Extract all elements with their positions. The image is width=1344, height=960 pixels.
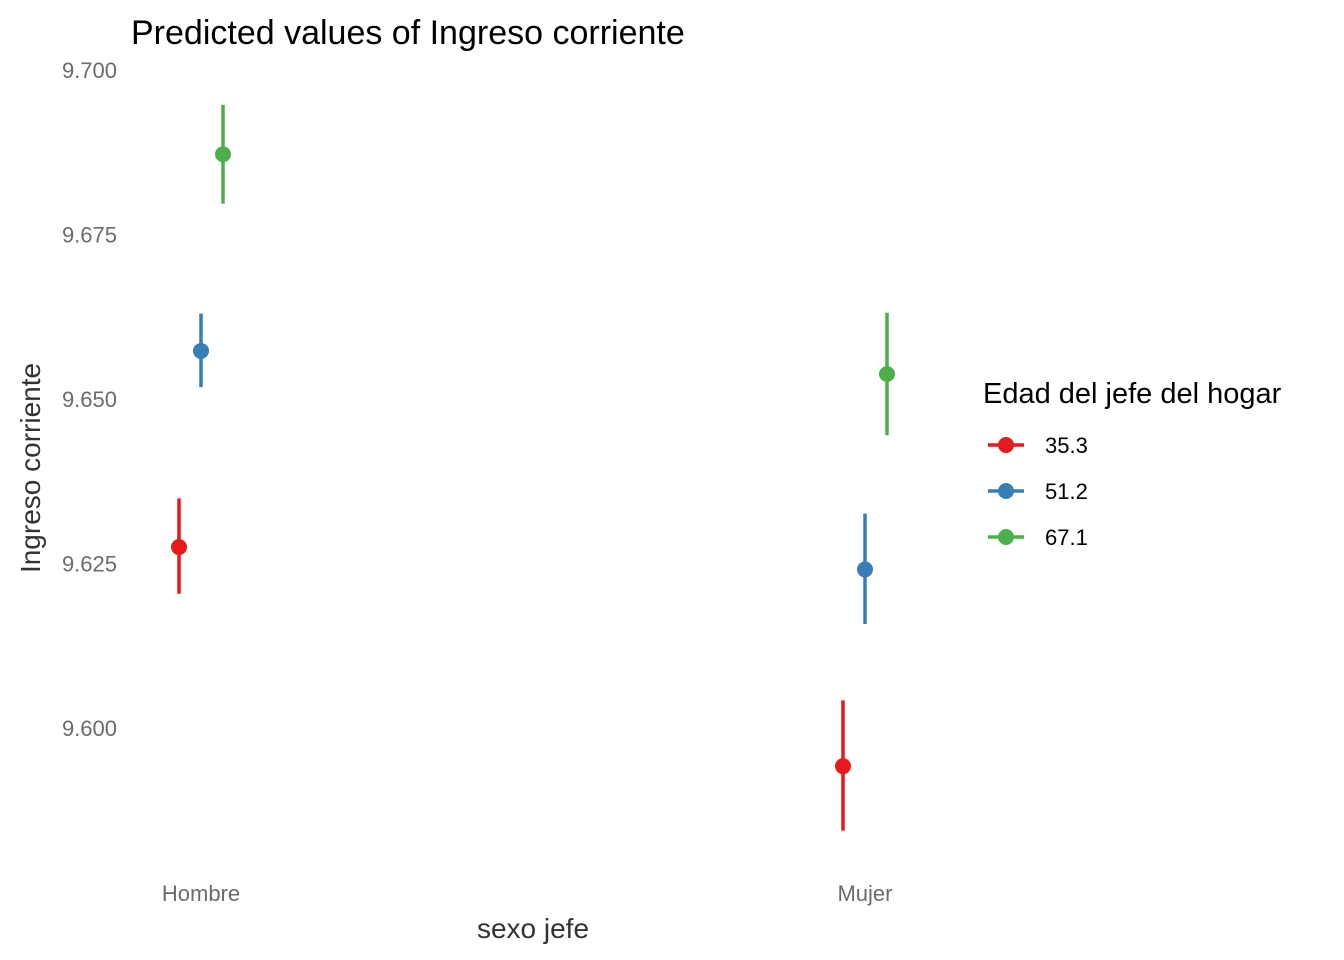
legend: Edad del jefe del hogar 35.3 51.2 67.1	[983, 378, 1282, 550]
data-point	[171, 539, 187, 556]
y-axis: 9.600 9.625 9.650 9.675 9.700	[62, 58, 117, 741]
x-axis: Hombre Mujer	[162, 881, 893, 906]
data-point	[835, 758, 851, 775]
legend-item: 35.3	[988, 433, 1088, 458]
x-tick-label: Hombre	[162, 881, 240, 906]
data-point	[193, 342, 209, 359]
legend-item: 51.2	[988, 479, 1088, 504]
legend-item: 67.1	[988, 525, 1088, 550]
legend-title: Edad del jefe del hogar	[983, 378, 1282, 410]
y-axis-title: Ingreso corriente	[15, 363, 46, 573]
data-point	[215, 146, 231, 163]
y-tick-label: 9.675	[62, 223, 117, 248]
legend-items: 35.3 51.2 67.1	[988, 433, 1088, 550]
data-point	[857, 561, 873, 578]
legend-label: 35.3	[1045, 433, 1088, 458]
legend-key-point	[998, 437, 1014, 453]
x-tick-label: Mujer	[837, 881, 892, 906]
legend-key-point	[998, 483, 1014, 499]
y-tick-label: 9.600	[62, 716, 117, 741]
y-tick-label: 9.700	[62, 58, 117, 83]
chart-title: Predicted values of Ingreso corriente	[131, 14, 685, 52]
legend-label: 51.2	[1045, 479, 1088, 504]
y-tick-label: 9.625	[62, 552, 117, 577]
series-group	[171, 498, 851, 831]
legend-label: 67.1	[1045, 525, 1088, 550]
series-group	[215, 104, 895, 436]
x-axis-title: sexo jefe	[477, 913, 589, 944]
data-marks	[171, 104, 895, 831]
y-tick-label: 9.650	[62, 387, 117, 412]
data-point	[879, 365, 895, 382]
legend-key-point	[998, 529, 1014, 545]
series-group	[193, 313, 873, 625]
